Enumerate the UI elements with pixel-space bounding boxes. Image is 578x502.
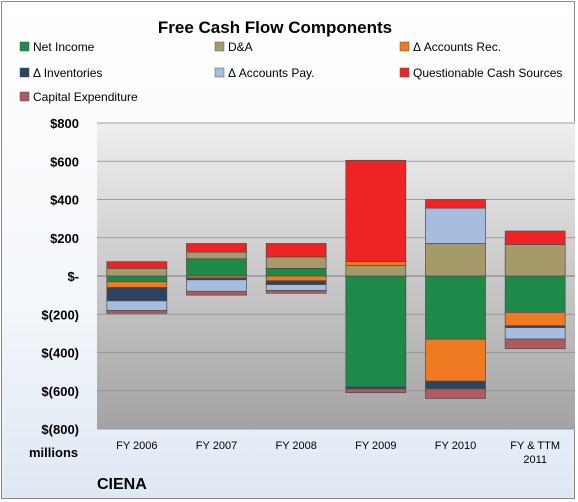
bar-segment — [504, 311, 566, 327]
bar-segment — [345, 265, 407, 277]
bar-segment — [265, 284, 327, 291]
legend-swatch — [19, 67, 30, 78]
bar-segment — [186, 279, 247, 292]
y-tick-label: $400 — [50, 193, 79, 208]
bar-segment — [265, 280, 327, 285]
gridlines — [97, 122, 575, 430]
bar-segment — [106, 268, 168, 277]
legend-label: Δ Accounts Rec. — [413, 40, 501, 54]
x-tick-label: FY 2007 — [196, 440, 237, 452]
x-tick-label: FY 2010 — [435, 440, 476, 452]
x-tick-label: FY & TTM 2011 — [510, 440, 560, 466]
bar-segment — [186, 258, 247, 277]
y-tick-label: $600 — [50, 154, 79, 169]
bar-segment — [106, 261, 168, 269]
legend-label: Δ Accounts Pay. — [228, 66, 315, 80]
y-tick-label: $- — [67, 269, 79, 284]
bar-segment — [106, 310, 168, 314]
bar-segment — [504, 230, 566, 245]
x-tick-label: FY 2008 — [275, 440, 316, 452]
y-tick-label: $(200) — [41, 307, 79, 322]
bar-segment — [186, 290, 247, 296]
bar-segment — [504, 275, 566, 313]
legend-swatch — [214, 41, 225, 52]
bar-segment — [106, 275, 168, 283]
y-tick-label: $(800) — [41, 422, 79, 437]
y-tick-label: $(600) — [41, 384, 79, 399]
bar-segment — [265, 268, 327, 277]
legend-label: Capital Expenditure — [33, 90, 138, 104]
bar-segment — [265, 243, 327, 258]
legend-label: Δ Inventories — [33, 66, 102, 80]
bar-segment — [425, 207, 486, 244]
bar-segment — [186, 251, 247, 260]
bar-segment — [425, 380, 486, 390]
legend-label: D&A — [228, 40, 253, 54]
legend: Net Income D&A Δ Accounts Rec. Δ Inventorie… — [19, 40, 562, 104]
legend-label: Net Income — [33, 40, 95, 54]
bar-segment — [345, 261, 407, 266]
bar-segment — [345, 275, 407, 388]
bar-segment — [106, 300, 168, 311]
bar-segment — [345, 388, 407, 394]
y-axis-label: millions — [29, 445, 78, 460]
bar-segment — [345, 159, 407, 263]
bar-segment — [265, 289, 327, 294]
y-tick-label: $(400) — [41, 346, 79, 361]
bar-segment — [504, 244, 566, 277]
bar-segment — [106, 287, 168, 302]
company-label: CIENA — [97, 476, 147, 493]
bar-segment — [425, 338, 486, 382]
bar-segment — [425, 388, 486, 399]
bar-segment — [106, 281, 168, 288]
legend-swatch — [399, 67, 410, 78]
bar-segment — [504, 327, 566, 340]
x-axis-ticks: FY 2006 FY 2007 FY 2008 FY 2009 FY 2010 FY & … — [116, 440, 560, 466]
bars — [106, 159, 566, 399]
legend-swatch — [19, 91, 30, 102]
y-tick-label: $800 — [50, 116, 79, 131]
legend-swatch — [19, 41, 30, 52]
x-tick-label: FY 2009 — [355, 440, 396, 452]
legend-label: Questionable Cash Sources — [413, 66, 562, 80]
legend-swatch — [214, 67, 225, 78]
legend-swatch — [399, 41, 410, 52]
bar-segment — [265, 256, 327, 269]
x-tick-label: FY 2006 — [116, 440, 157, 452]
bar-segment — [425, 243, 486, 277]
bar-segment — [504, 338, 566, 350]
bar-segment — [425, 199, 486, 209]
chart-title: Free Cash Flow Components — [158, 18, 392, 37]
y-axis-ticks: $800 $600 $400 $200 $- $(200) $(400) $(600) $(80… — [41, 116, 79, 437]
bar-segment — [425, 275, 486, 340]
bar-segment — [186, 243, 247, 253]
y-tick-label: $200 — [50, 231, 79, 246]
bar-segment — [265, 275, 327, 282]
